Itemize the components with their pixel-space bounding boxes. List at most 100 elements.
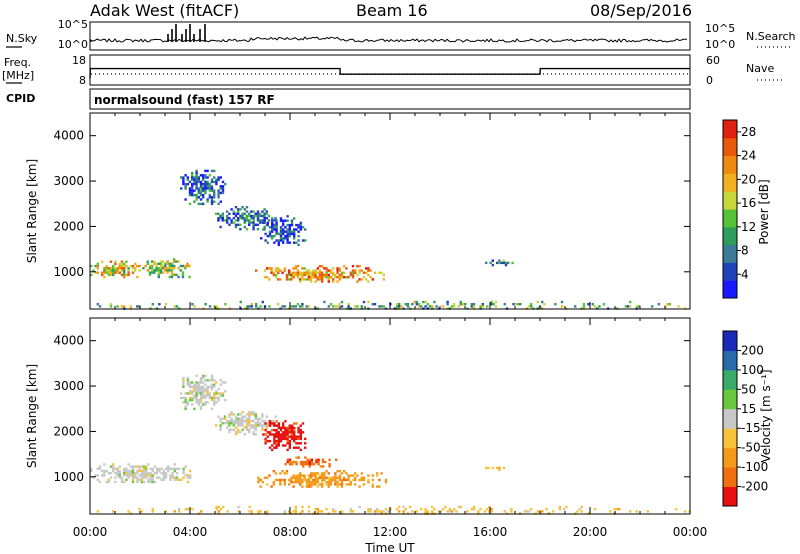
data-cell — [336, 267, 339, 270]
data-cell — [273, 241, 276, 244]
data-cell — [349, 483, 352, 486]
data-cell — [149, 478, 152, 481]
data-cell — [181, 273, 185, 276]
data-cell — [213, 305, 216, 308]
data-cell — [358, 269, 361, 272]
data-cell — [103, 269, 106, 272]
data-cell — [279, 428, 283, 432]
data-cell — [136, 478, 139, 481]
frequency-panel-frame — [89, 54, 691, 86]
data-cell — [195, 185, 198, 188]
data-cell — [197, 202, 200, 206]
data-cell — [453, 305, 456, 308]
data-cell — [219, 217, 222, 220]
data-cell — [241, 428, 244, 431]
data-cell — [210, 407, 214, 411]
data-cell — [109, 465, 113, 468]
data-cell — [217, 396, 220, 400]
data-cell — [178, 467, 181, 470]
data-cell — [437, 510, 440, 513]
data-cell — [332, 508, 335, 511]
data-cell — [296, 269, 300, 272]
data-cell — [226, 221, 229, 224]
data-cell — [307, 305, 311, 308]
data-cell — [338, 478, 341, 482]
data-cell — [250, 217, 253, 220]
data-cell — [193, 193, 196, 197]
data-cell — [202, 374, 205, 378]
data-cell — [195, 171, 198, 175]
data-cell — [217, 212, 220, 215]
data-cell — [283, 510, 286, 513]
data-cell — [373, 271, 377, 274]
data-cell — [208, 396, 211, 400]
data-cell — [365, 267, 368, 270]
data-cell — [297, 442, 300, 445]
noise-trace — [90, 24, 687, 43]
data-cell — [271, 226, 274, 229]
data-cell — [131, 271, 135, 274]
data-cell — [349, 474, 352, 477]
data-cell — [305, 271, 308, 274]
data-cell — [168, 264, 171, 268]
data-cell — [284, 420, 287, 423]
data-cell — [277, 437, 280, 441]
data-cell — [101, 469, 104, 473]
data-cell — [310, 273, 313, 277]
data-cell — [248, 428, 251, 431]
data-cell — [261, 419, 264, 423]
data-cell — [155, 262, 158, 265]
data-cell — [299, 273, 302, 277]
data-cell — [195, 196, 198, 199]
data-cell — [283, 481, 286, 484]
data-cell — [180, 396, 183, 400]
data-cell — [301, 481, 304, 484]
data-cell — [321, 280, 324, 283]
data-cell — [268, 278, 271, 281]
data-cell — [314, 508, 317, 511]
data-cell — [277, 433, 280, 436]
data-cell — [395, 305, 399, 308]
data-cell — [208, 305, 212, 308]
data-cell — [288, 435, 291, 438]
data-cell — [279, 230, 283, 233]
data-cell — [295, 446, 298, 449]
data-cell — [277, 424, 280, 427]
data-cell — [199, 405, 203, 408]
data-cell — [293, 460, 296, 464]
data-cell — [204, 182, 207, 186]
data-cell — [138, 467, 141, 470]
data-cell — [314, 474, 317, 477]
data-cell — [266, 234, 269, 238]
power-colorbar-tick-label: 24 — [741, 149, 756, 163]
data-cell — [424, 305, 427, 308]
data-cell — [193, 200, 196, 203]
data-cell — [147, 463, 150, 466]
data-cell — [367, 481, 370, 484]
data-cell — [170, 273, 174, 276]
data-cell — [409, 505, 412, 509]
data-cell — [264, 232, 267, 236]
data-cell — [250, 303, 253, 306]
data-cell — [219, 426, 222, 429]
data-cell — [219, 214, 222, 218]
data-cell — [307, 510, 311, 513]
data-cell — [167, 467, 170, 470]
data-cell — [431, 305, 434, 308]
data-cell — [369, 276, 372, 279]
data-cell — [151, 480, 154, 484]
data-cell — [282, 232, 285, 236]
data-cell — [182, 182, 185, 186]
data-cell — [153, 472, 157, 475]
data-cell — [199, 193, 203, 197]
data-cell — [677, 305, 680, 308]
data-cell — [321, 476, 324, 479]
data-cell — [254, 433, 257, 436]
data-cell — [105, 469, 108, 473]
data-cell — [123, 474, 126, 477]
data-cell — [305, 273, 308, 277]
data-cell — [302, 465, 305, 468]
data-cell — [138, 269, 141, 272]
data-cell — [114, 267, 117, 270]
data-cell — [210, 374, 214, 378]
